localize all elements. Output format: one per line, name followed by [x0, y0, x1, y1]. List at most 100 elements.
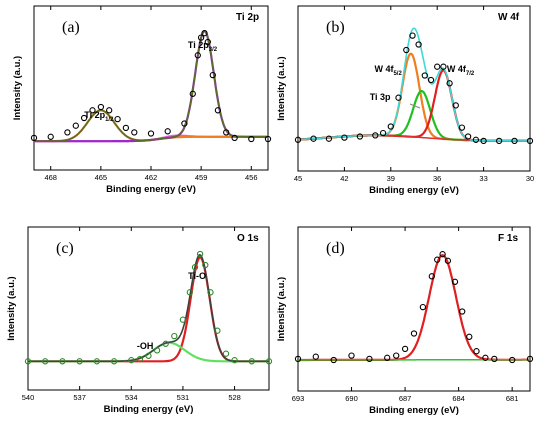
data-point [366, 355, 373, 363]
data-point [128, 357, 135, 364]
data-point [24, 358, 32, 365]
peak-annotation-subscript: 5/2 [393, 71, 402, 77]
data-point [145, 352, 152, 359]
fit-component-peak_a [298, 254, 530, 362]
peak-annotation: W 4f5/2 [374, 64, 402, 77]
data-point [76, 358, 83, 365]
data-point [409, 32, 416, 39]
fit-component-peak_b [298, 89, 530, 142]
data-point [204, 38, 211, 46]
data-point [162, 340, 169, 347]
panel-title: Ti 2p [236, 12, 259, 23]
x-tick-label: 456 [245, 173, 258, 182]
panel-title: O 1s [237, 233, 259, 244]
data-point [403, 46, 410, 54]
data-point [401, 345, 409, 353]
data-point [393, 352, 400, 359]
data-point [480, 137, 487, 145]
data-point [395, 94, 402, 101]
peak-annotation-subscript: 7/2 [466, 71, 475, 77]
x-tick-label: 531 [177, 393, 190, 402]
data-point [491, 355, 498, 363]
data-point [114, 115, 121, 123]
envelope-line [34, 30, 268, 142]
data-point [153, 347, 161, 354]
panel-1: 468 465 462 459 456 Binding energy (eV) Intens… [12, 5, 272, 195]
peak-annotation: Ti 3p [370, 92, 391, 102]
data-point [511, 137, 518, 145]
x-tick-label: 45 [294, 174, 302, 183]
x-tick-label: 693 [292, 394, 305, 403]
x-axis-label: Binding energy (eV) [106, 184, 196, 195]
data-point [325, 135, 333, 142]
data-point [312, 353, 319, 360]
data-point [384, 354, 391, 361]
data-point [294, 355, 302, 363]
data-point [526, 137, 534, 145]
y-axis-label: Intensity (a.u.) [6, 276, 17, 340]
data-point [197, 34, 205, 41]
x-tick-label: 540 [22, 393, 35, 402]
data-point [372, 132, 379, 139]
data-point [207, 289, 214, 296]
x-tick-label: 690 [345, 394, 358, 403]
data-point [434, 256, 441, 263]
panel-3: 540 537 534 531 528 Binding energy (eV) Intens… [6, 226, 273, 415]
data-point [440, 63, 447, 70]
data-point [464, 133, 472, 140]
data-point [93, 358, 101, 365]
data-point [495, 137, 503, 145]
data-point [451, 278, 459, 285]
data-point [164, 128, 171, 135]
data-point [30, 134, 38, 142]
x-axis-label: Binding energy (eV) [104, 404, 194, 415]
data-point [231, 357, 238, 364]
data-point [264, 135, 272, 143]
data-point [265, 358, 273, 365]
panel-title: F 1s [498, 233, 518, 244]
x-tick-label: 687 [399, 394, 412, 403]
data-point [181, 120, 188, 127]
data-point [348, 352, 355, 359]
data-point [330, 356, 337, 364]
data-point [421, 72, 428, 79]
data-point [106, 107, 113, 114]
fit-component-peak_b [34, 29, 268, 143]
data-point [214, 327, 221, 334]
data-point [80, 114, 88, 122]
x-axis-label: Binding energy (eV) [369, 185, 459, 196]
data-point [223, 129, 230, 136]
y-axis-label: Intensity (a.u.) [276, 277, 287, 341]
panel-2: 45 42 39 36 33 30 Binding energy (eV) Intensity… [276, 5, 534, 196]
data-point [222, 350, 230, 357]
peak-annotation-subscript: 1/2 [105, 117, 114, 123]
data-point [231, 134, 238, 142]
plot-frame [297, 226, 531, 392]
data-point [294, 136, 302, 143]
data-point [110, 358, 118, 365]
data-point [194, 52, 201, 59]
x-tick-label: 36 [433, 174, 441, 183]
data-point [439, 251, 446, 258]
data-point [47, 133, 54, 140]
x-tick-label: 528 [228, 393, 241, 402]
x-tick-label: 468 [44, 173, 57, 182]
data-point [310, 135, 317, 142]
x-tick-label: 537 [73, 393, 86, 402]
data-point [379, 129, 387, 137]
data-point [97, 103, 105, 111]
data-point [341, 134, 348, 141]
panel-4: 693 690 687 684 681 Binding energy (eV) Intens… [276, 226, 534, 416]
x-tick-label: 42 [340, 174, 348, 183]
x-tick-label: 462 [145, 173, 158, 182]
x-tick-label: 465 [95, 173, 108, 182]
data-point [248, 358, 255, 365]
data-point [472, 136, 480, 143]
y-axis-label: Intensity (a.u.) [276, 56, 287, 120]
panel-label: (a) [62, 19, 80, 36]
x-tick-label: 33 [479, 174, 487, 183]
data-point [428, 273, 435, 280]
fit-component-peak_a [298, 52, 530, 142]
panel-label: (c) [56, 240, 74, 257]
